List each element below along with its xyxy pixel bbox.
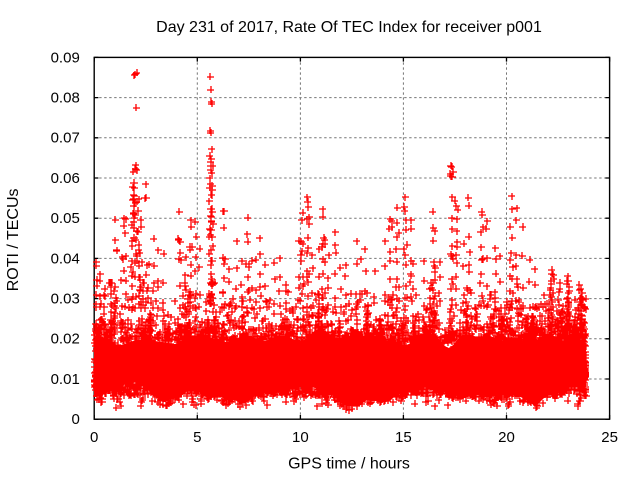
svg-text:ROTI / TECUs: ROTI / TECUs	[5, 188, 22, 291]
svg-text:0.02: 0.02	[51, 331, 80, 348]
svg-text:15: 15	[395, 429, 412, 446]
svg-text:0.03: 0.03	[51, 291, 80, 308]
svg-text:0: 0	[90, 429, 98, 446]
svg-text:25: 25	[601, 429, 618, 446]
svg-text:0.09: 0.09	[51, 49, 80, 66]
svg-text:0.06: 0.06	[51, 170, 80, 187]
svg-text:5: 5	[193, 429, 201, 446]
svg-text:0.04: 0.04	[51, 250, 80, 267]
svg-text:GPS time / hours: GPS time / hours	[288, 456, 410, 473]
svg-text:0.07: 0.07	[51, 130, 80, 147]
svg-text:0.01: 0.01	[51, 371, 80, 388]
svg-text:20: 20	[498, 429, 515, 446]
svg-text:0: 0	[71, 411, 79, 428]
svg-text:10: 10	[292, 429, 309, 446]
svg-text:Day 231 of 2017, Rate Of TEC I: Day 231 of 2017, Rate Of TEC Index for r…	[156, 19, 542, 36]
svg-text:0.08: 0.08	[51, 90, 80, 107]
svg-text:0.05: 0.05	[51, 210, 80, 227]
